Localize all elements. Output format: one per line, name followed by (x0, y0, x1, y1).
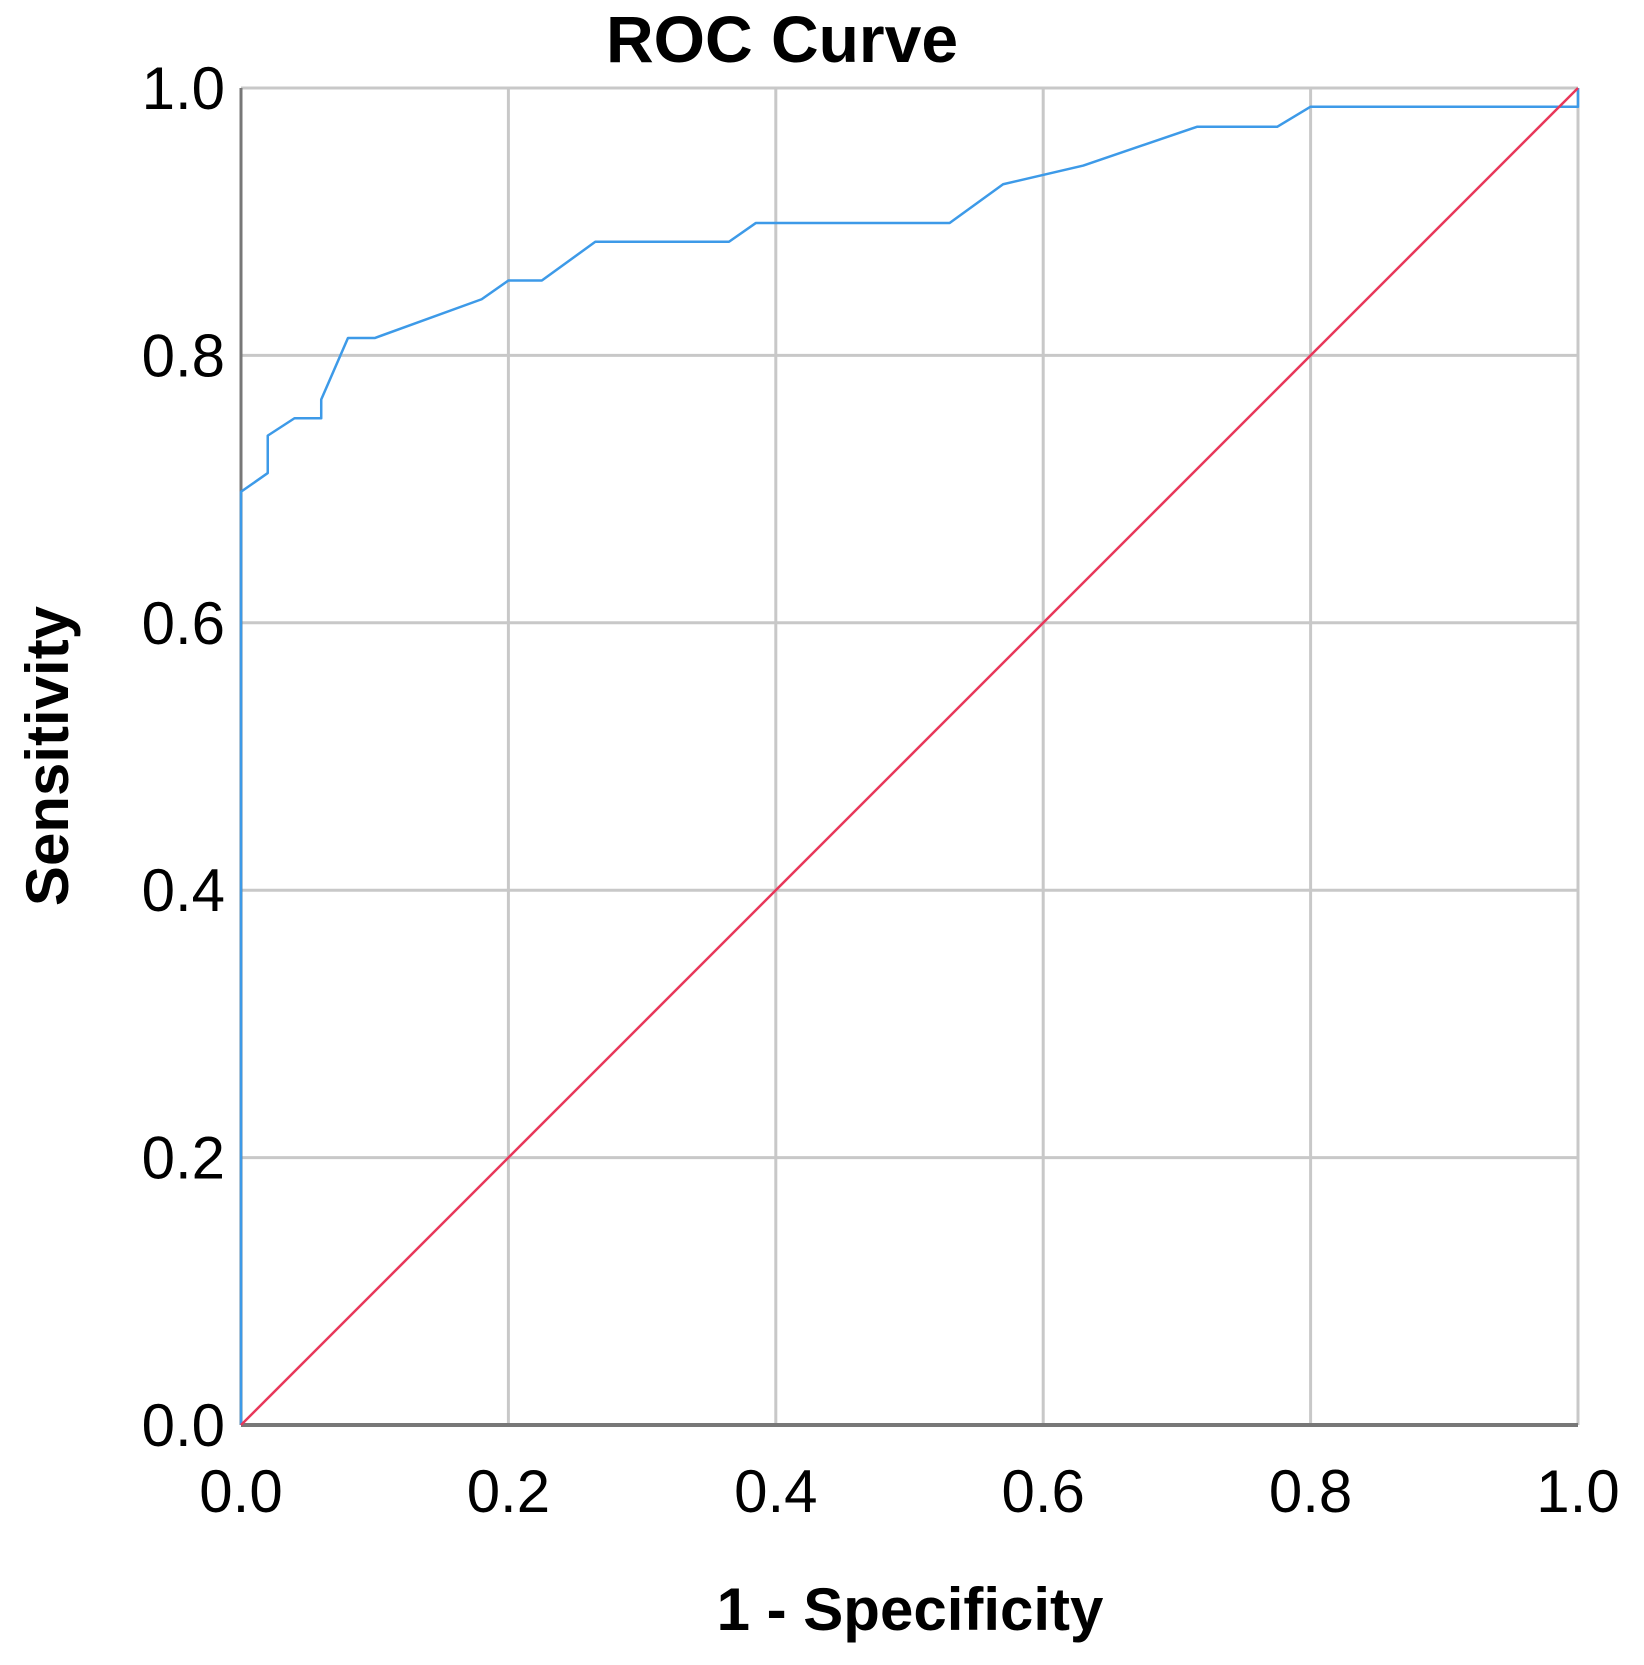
y-tick-label: 0.6 (142, 590, 225, 657)
series (239, 87, 1580, 1426)
x-tick-label: 0.2 (467, 1458, 550, 1525)
x-tick-label: 0.4 (734, 1458, 817, 1525)
y-tick-label: 0.8 (142, 322, 225, 389)
y-tick-label: 0.2 (142, 1125, 225, 1192)
grid (241, 86, 1580, 1425)
tick-labels: 0.0 0.2 0.4 0.6 0.8 1.0 0.0 0.2 0.4 0.6 0.8 1.0 (142, 55, 1620, 1525)
reference-line (240, 87, 1579, 1426)
x-tick-label: 0.0 (199, 1458, 282, 1525)
roc-curve-line (239, 88, 1580, 1425)
x-tick-label: 1.0 (1536, 1458, 1619, 1525)
x-tick-label: 0.6 (1001, 1458, 1084, 1525)
x-tick-label: 0.8 (1269, 1458, 1352, 1525)
chart-title: ROC Curve (606, 2, 958, 76)
y-tick-label: 0.4 (142, 857, 225, 924)
y-axis-label: Sensitivity (14, 605, 81, 906)
y-tick-label: 1.0 (142, 55, 225, 122)
x-axis-label: 1 - Specificity (717, 1576, 1104, 1643)
y-tick-label: 0.0 (142, 1392, 225, 1459)
